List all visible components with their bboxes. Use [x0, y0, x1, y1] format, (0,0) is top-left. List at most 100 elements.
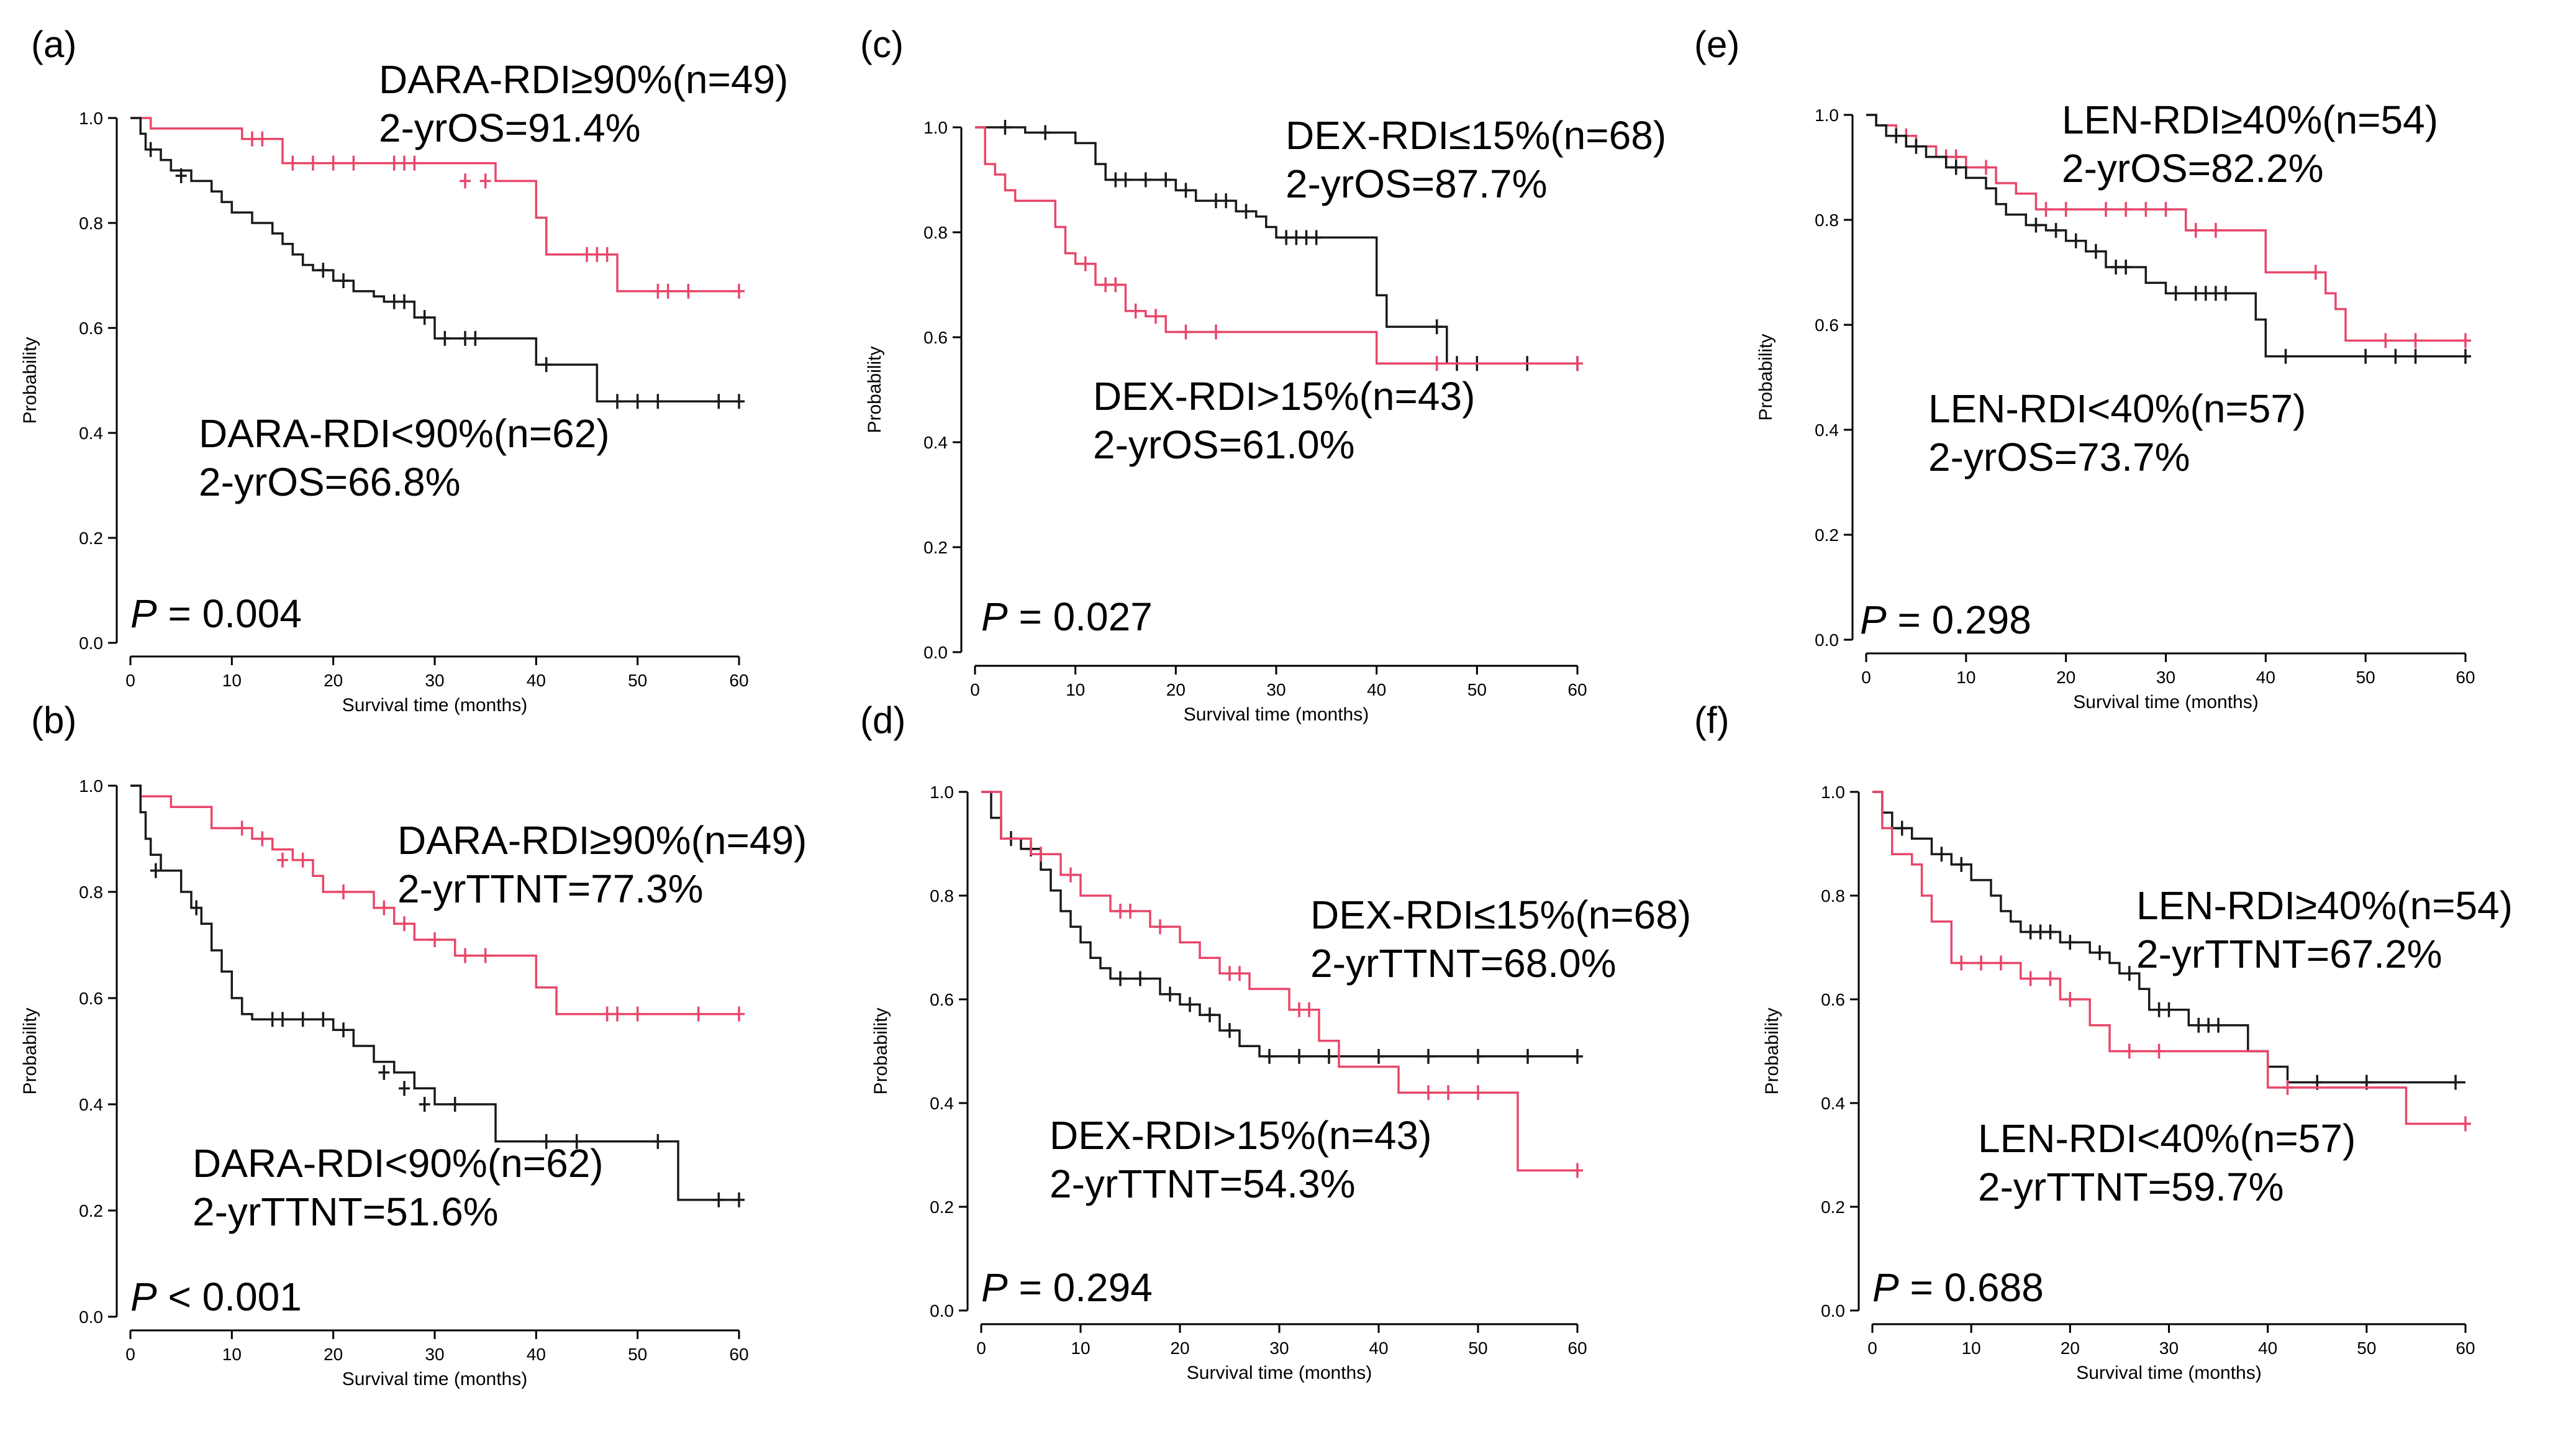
x-tick-label: 60	[2456, 668, 2475, 687]
y-tick-label: 0.6	[1821, 990, 1845, 1009]
censor-mark	[191, 900, 202, 915]
panel-label: (d)	[860, 699, 905, 741]
y-tick-label: 0.8	[79, 214, 103, 233]
censor-mark	[460, 173, 471, 189]
censor-mark	[1160, 172, 1172, 188]
x-tick-label: 20	[324, 671, 343, 690]
censor-mark	[2100, 202, 2111, 217]
y-tick-label: 0.6	[1815, 316, 1839, 335]
censor-mark	[1035, 847, 1046, 862]
y-tick-label: 0.8	[930, 886, 954, 906]
censor-mark	[1522, 1048, 1533, 1064]
y-tick-label: 0.8	[923, 223, 948, 242]
y-tick-label: 0.8	[79, 883, 103, 902]
censor-mark	[2410, 333, 2421, 348]
censor-mark	[1956, 856, 1967, 872]
censor-mark	[652, 283, 664, 299]
censor-mark	[1140, 172, 1151, 188]
censor-mark	[419, 1097, 430, 1112]
censor-mark	[2450, 1074, 2462, 1090]
censor-mark	[2380, 333, 2392, 348]
censor-mark	[277, 852, 288, 868]
x-tick-label: 40	[2258, 1338, 2277, 1358]
censor-mark	[2110, 260, 2122, 275]
y-tick-label: 1.0	[1821, 783, 1845, 802]
censor-mark	[1472, 1048, 1484, 1064]
annotation-group-label: DARA-RDI≥90%(n=49)	[397, 818, 807, 863]
panel-a: (a) 0 10 20 30 40 50 60 0.0 0.2 0.4 0.6 0.8 1.0 Surviv…	[20, 24, 788, 716]
y-tick-label: 0.6	[79, 319, 103, 338]
y-axis-title: Probability	[1762, 1007, 1782, 1094]
censor-mark	[1431, 319, 1443, 335]
censor-mark	[1281, 230, 1292, 245]
censor-mark	[632, 394, 643, 409]
x-tick-label: 20	[1170, 1338, 1189, 1358]
censor-mark	[1443, 1085, 1454, 1101]
censor-mark	[1150, 309, 1161, 324]
annotation-rate-label: 2-yrOS=87.7%	[1286, 161, 1548, 206]
km-curve-2	[130, 784, 739, 1201]
x-tick-label: 20	[2061, 1338, 2080, 1358]
censor-mark	[1310, 230, 1322, 245]
censor-mark	[439, 330, 451, 346]
p-value: P < 0.001	[130, 1274, 302, 1319]
censor-mark	[2153, 1002, 2165, 1017]
censor-mark	[1130, 303, 1141, 319]
x-tick-label: 60	[729, 671, 748, 690]
y-tick-label: 0.0	[1821, 1301, 1845, 1320]
annotation-group-label: DARA-RDI<90%(n=62)	[193, 1141, 604, 1186]
x-tick-label: 50	[628, 671, 647, 690]
y-tick-label: 0.6	[923, 328, 948, 347]
y-tick-label: 0.4	[1821, 1094, 1845, 1113]
censor-mark	[591, 247, 603, 262]
y-tick-label: 0.0	[1815, 630, 1839, 650]
censor-mark	[1234, 966, 1245, 981]
annotation-rate-label: 2-yrOS=91.4%	[379, 106, 641, 150]
censor-mark	[2123, 966, 2135, 981]
censor-mark	[1572, 356, 1583, 371]
censor-mark	[2460, 1116, 2471, 1132]
censor-mark	[378, 1065, 390, 1080]
censor-mark	[2040, 202, 2052, 217]
censor-mark	[338, 1022, 349, 1038]
censor-mark	[1040, 125, 1051, 140]
censor-mark	[2163, 1002, 2175, 1017]
x-tick-label: 30	[425, 1345, 444, 1364]
censor-mark	[1423, 1085, 1434, 1101]
censor-mark	[2390, 348, 2401, 364]
y-tick-label: 1.0	[1815, 106, 1839, 125]
censor-mark	[2090, 243, 2102, 259]
censor-mark	[2123, 1043, 2135, 1059]
panel-d: (d) 0 10 20 30 40 50 60 0.0 0.2 0.4 0.6 0.8 1.0 Surviv…	[860, 699, 1691, 1383]
censor-mark	[145, 142, 156, 157]
censor-mark	[713, 394, 725, 409]
censor-mark	[2050, 222, 2062, 238]
censor-mark	[2190, 286, 2202, 301]
censor-mark	[1896, 820, 1908, 836]
censor-mark	[1956, 955, 1967, 971]
censor-mark	[733, 1192, 745, 1207]
censor-mark	[612, 394, 623, 409]
y-tick-label: 0.0	[79, 634, 103, 653]
x-tick-label: 10	[1956, 668, 1975, 687]
censor-mark	[2460, 348, 2471, 364]
censor-mark	[1120, 172, 1132, 188]
censor-mark	[256, 831, 268, 847]
panel-label: (a)	[31, 24, 76, 65]
censor-mark	[317, 263, 329, 278]
censor-mark	[1110, 277, 1122, 293]
y-tick-label: 1.0	[79, 776, 103, 796]
x-tick-label: 10	[222, 671, 242, 690]
censor-mark	[2210, 222, 2221, 238]
censor-mark	[150, 863, 161, 878]
censor-mark	[2282, 1079, 2293, 1095]
censor-mark	[571, 1133, 583, 1149]
x-tick-label: 50	[2357, 1338, 2376, 1358]
y-tick-label: 0.6	[79, 989, 103, 1008]
censor-mark	[652, 394, 664, 409]
censor-mark	[1294, 1002, 1305, 1017]
x-tick-label: 50	[2356, 668, 2375, 687]
censor-mark	[460, 948, 471, 963]
censor-mark	[419, 310, 430, 325]
x-tick-label: 20	[324, 1345, 343, 1364]
